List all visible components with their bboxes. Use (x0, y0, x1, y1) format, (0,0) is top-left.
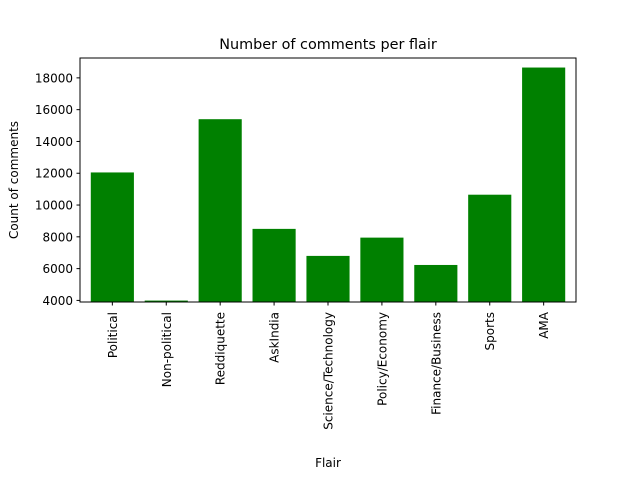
chart-title: Number of comments per flair (219, 37, 437, 53)
x-tick-label: Non-political (160, 312, 174, 387)
x-tick-label: Science/Technology (322, 312, 336, 430)
x-axis-label: Flair (315, 456, 341, 470)
bar-non-political (144, 300, 188, 302)
bar-askindia (252, 228, 296, 302)
bar-policy-economy (360, 237, 404, 302)
y-tick-label: 10000 (35, 199, 73, 213)
y-axis-label: Count of comments (7, 121, 21, 239)
x-tick-label: Policy/Economy (375, 312, 389, 406)
y-tick-label: 18000 (35, 71, 73, 85)
x-tick-label: AMA (537, 311, 551, 339)
x-tick-label: AskIndia (268, 312, 282, 363)
bar-political (90, 172, 134, 302)
x-tick-label: Reddiquette (214, 312, 228, 385)
bar-finance-business (414, 264, 458, 302)
bar-reddiquette (198, 119, 242, 302)
bars-group (90, 67, 566, 302)
x-axis-ticks: Political Non-political Reddiquette AskIndi… (106, 302, 551, 430)
y-tick-label: 14000 (35, 135, 73, 149)
bar-science-technology (306, 255, 350, 302)
y-tick-label: 4000 (42, 294, 73, 308)
y-axis-ticks: 4000 6000 8000 10000 12000 14000 16000 18000 (35, 71, 80, 308)
plot-frame (79, 57, 577, 303)
y-tick-label: 12000 (35, 167, 73, 181)
x-tick-label: Political (106, 312, 120, 358)
y-tick-label: 8000 (42, 230, 73, 244)
bar-sports (468, 194, 512, 302)
y-tick-label: 6000 (42, 262, 73, 276)
y-tick-label: 16000 (35, 103, 73, 117)
x-tick-label: Finance/Business (429, 312, 443, 415)
x-tick-label: Sports (483, 312, 497, 350)
bar-ama (522, 67, 566, 302)
